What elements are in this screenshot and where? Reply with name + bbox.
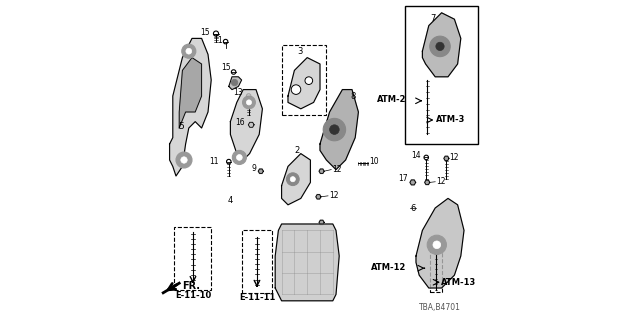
Bar [242, 230, 272, 293]
Polygon shape [179, 58, 202, 128]
Circle shape [176, 152, 192, 168]
Polygon shape [275, 224, 339, 301]
Polygon shape [422, 13, 461, 77]
Circle shape [305, 77, 312, 84]
Text: 16: 16 [235, 118, 245, 127]
Circle shape [181, 157, 187, 163]
Text: 15: 15 [221, 63, 230, 72]
Circle shape [186, 48, 192, 54]
Text: ATM-2: ATM-2 [377, 95, 406, 104]
Circle shape [291, 85, 301, 94]
Text: 3: 3 [298, 47, 303, 56]
Polygon shape [425, 180, 430, 185]
Text: 2: 2 [294, 146, 300, 155]
Text: 8: 8 [351, 92, 356, 100]
Bar [430, 241, 442, 292]
Text: TBA,B4701: TBA,B4701 [419, 303, 461, 312]
Text: 1: 1 [218, 36, 223, 44]
Text: 5: 5 [179, 122, 184, 131]
Circle shape [287, 173, 299, 186]
Polygon shape [229, 77, 242, 90]
Circle shape [237, 155, 243, 160]
Text: 12: 12 [329, 191, 339, 200]
Text: 12: 12 [332, 165, 342, 174]
Circle shape [232, 150, 246, 164]
Text: 4: 4 [228, 196, 233, 204]
Polygon shape [230, 90, 262, 160]
Text: 14: 14 [411, 151, 421, 160]
Text: 6: 6 [410, 204, 415, 212]
Circle shape [433, 241, 440, 249]
Text: 7: 7 [430, 14, 435, 23]
Polygon shape [288, 58, 320, 109]
Polygon shape [444, 156, 449, 161]
Circle shape [428, 235, 447, 254]
Text: 17: 17 [397, 174, 408, 183]
Polygon shape [319, 220, 324, 225]
Polygon shape [320, 90, 358, 170]
Text: 10: 10 [370, 157, 380, 166]
Text: 11: 11 [210, 157, 219, 166]
Circle shape [246, 100, 252, 105]
Text: ATM-13: ATM-13 [441, 278, 476, 287]
Polygon shape [248, 122, 254, 127]
Polygon shape [282, 154, 310, 205]
Text: FR.: FR. [182, 281, 200, 292]
Text: 15: 15 [200, 28, 210, 36]
Polygon shape [316, 195, 321, 199]
Text: ATM-12: ATM-12 [371, 263, 406, 272]
Text: 9: 9 [251, 164, 256, 172]
Polygon shape [259, 169, 264, 173]
Polygon shape [410, 180, 416, 185]
Circle shape [436, 42, 444, 51]
Bar [282, 45, 326, 115]
Polygon shape [319, 169, 324, 173]
Circle shape [243, 96, 255, 109]
Bar [174, 227, 211, 290]
Circle shape [290, 177, 295, 182]
Bar [405, 6, 479, 144]
Circle shape [323, 118, 346, 141]
Text: 12: 12 [450, 153, 459, 162]
Text: E-11-10: E-11-10 [175, 292, 211, 300]
Text: 12: 12 [436, 177, 445, 186]
Circle shape [232, 79, 238, 86]
Text: ATM-3: ATM-3 [436, 115, 465, 124]
Circle shape [330, 125, 339, 134]
Text: 13: 13 [233, 88, 243, 97]
Circle shape [182, 44, 196, 58]
Circle shape [430, 36, 451, 57]
Polygon shape [170, 38, 211, 176]
Text: E-11-11: E-11-11 [239, 293, 275, 302]
Polygon shape [416, 198, 464, 288]
